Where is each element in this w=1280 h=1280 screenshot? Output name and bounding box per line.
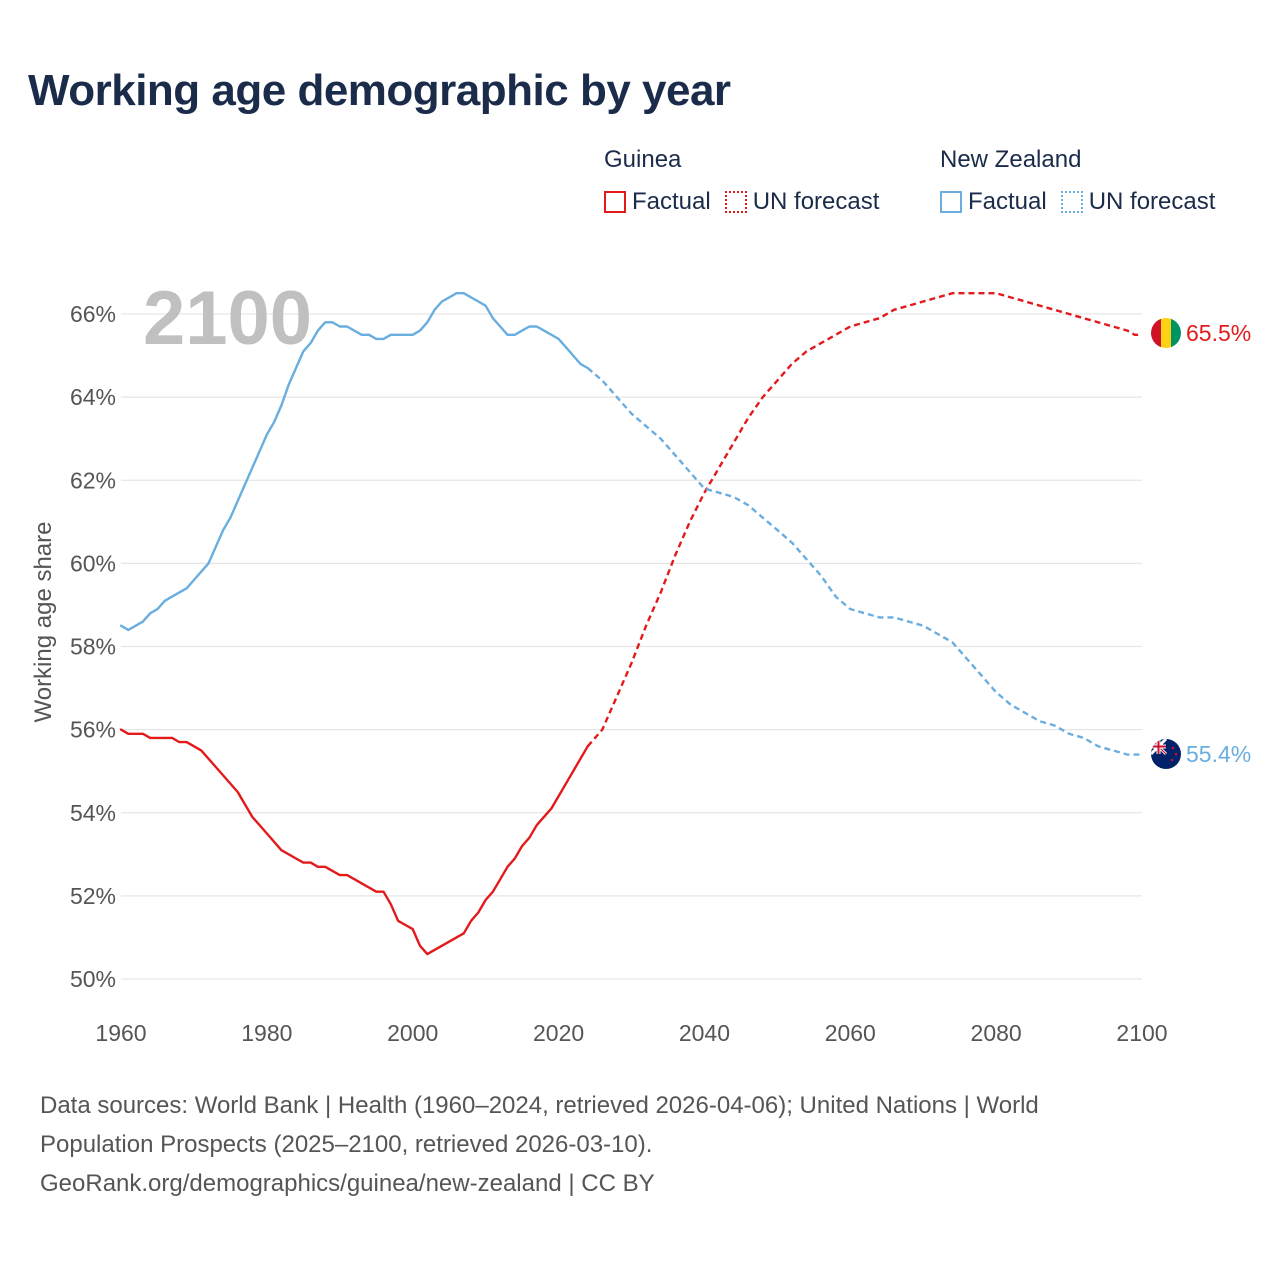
new-zealand-factual-line (119, 292, 589, 632)
legend-swatch-dotted-blue (1060, 191, 1083, 213)
legend-new-zealand-forecast[interactable]: UN forecast (1060, 188, 1216, 216)
new-zealand-flag-icon (1151, 739, 1181, 769)
legend-new-zealand-forecast-label: UN forecast (1088, 188, 1216, 215)
x-tick-label: 2060 (825, 1020, 876, 1046)
sources-line-1: Data sources: World Bank | Health (1960–… (40, 1092, 1039, 1119)
legend-guinea-factual[interactable]: Factual (604, 188, 711, 216)
y-tick-label: 52% (70, 883, 116, 909)
current-year-label: 2100 (143, 276, 312, 361)
legend-guinea-forecast[interactable]: UN forecast (724, 188, 880, 216)
x-tick-label: 1960 (95, 1020, 146, 1046)
x-tick-label: 2040 (679, 1020, 730, 1046)
x-axis-tick-labels: 1960 1980 2000 2020 2040 2060 2080 2100 (95, 1020, 1167, 1046)
legend-new-zealand-factual[interactable]: Factual (940, 188, 1047, 216)
series-lines (119, 292, 1142, 956)
guinea-forecast-line (586, 292, 1142, 748)
y-tick-label: 66% (70, 301, 116, 327)
legend-new-zealand-title: New Zealand (940, 146, 1082, 173)
legend-swatch-dotted-red (724, 191, 747, 213)
y-tick-label: 54% (70, 800, 116, 826)
guinea-flag-icon (1151, 318, 1181, 348)
guinea-factual-line (119, 728, 589, 956)
y-tick-label: 50% (70, 966, 116, 992)
y-tick-label: 60% (70, 550, 116, 576)
y-axis-tick-labels: 50% 52% 54% 56% 58% 60% 62% 64% 66% (70, 301, 116, 992)
legend-guinea-title: Guinea (604, 146, 682, 173)
x-tick-label: 2020 (533, 1020, 584, 1046)
y-tick-label: 56% (70, 717, 116, 743)
legend-swatch-solid-blue (940, 191, 962, 213)
guinea-end-value-label: 65.5% (1186, 320, 1251, 346)
x-tick-label: 2080 (971, 1020, 1022, 1046)
gridlines (121, 313, 1142, 980)
new-zealand-end-value-label: 55.4% (1186, 741, 1251, 767)
y-tick-label: 62% (70, 467, 116, 493)
y-axis-label: Working age share (30, 522, 57, 723)
legend-guinea: Guinea Factual UN forecast (604, 146, 879, 216)
y-tick-label: 58% (70, 634, 116, 660)
new-zealand-forecast-line (586, 367, 1142, 756)
legend-swatch-solid-red (604, 191, 626, 213)
legend-new-zealand: New Zealand Factual UN forecast (940, 146, 1215, 216)
y-tick-label: 64% (70, 384, 116, 410)
sources-line-3: GeoRank.org/demographics/guinea/new-zeal… (40, 1170, 655, 1197)
x-tick-label: 1980 (241, 1020, 292, 1046)
data-sources: Data sources: World Bank | Health (1960–… (40, 1086, 1180, 1203)
x-tick-label: 2100 (1116, 1020, 1167, 1046)
sources-line-2: Population Prospects (2025–2100, retriev… (40, 1131, 653, 1158)
x-tick-label: 2000 (387, 1020, 438, 1046)
legend-guinea-factual-label: Factual (632, 188, 711, 215)
chart-title: Working age demographic by year (28, 66, 731, 115)
legend-guinea-forecast-label: UN forecast (752, 188, 880, 215)
legend-new-zealand-factual-label: Factual (968, 188, 1047, 215)
